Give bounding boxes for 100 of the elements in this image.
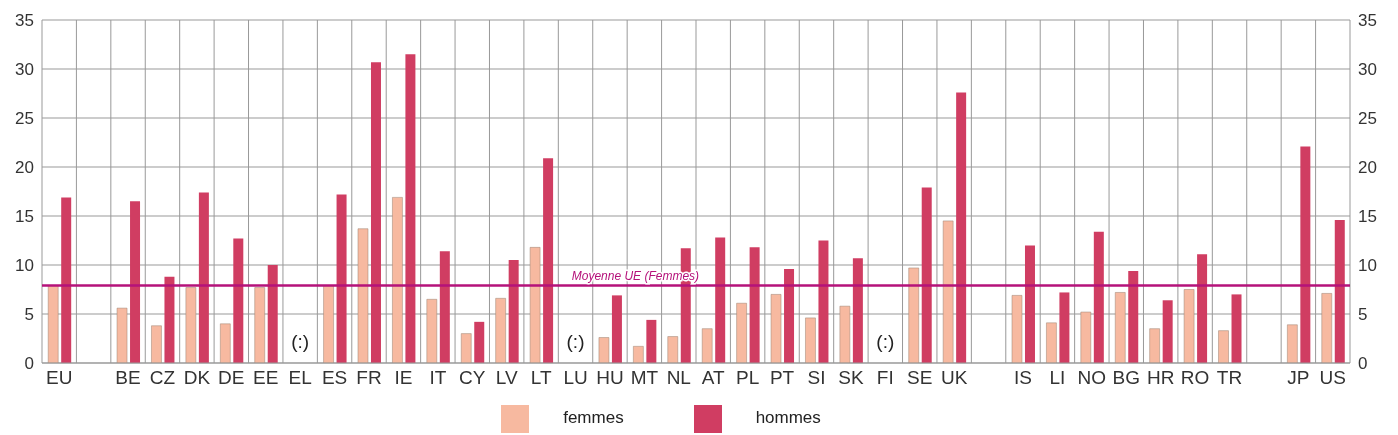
legend-label: hommes xyxy=(755,408,821,428)
bar xyxy=(1093,231,1104,363)
x-tick-label: SE xyxy=(907,367,933,389)
x-tick-label: DE xyxy=(218,367,245,389)
y2-tick-label: 10 xyxy=(1358,256,1377,276)
bar xyxy=(1300,146,1311,363)
x-tick-label: UK xyxy=(940,367,968,389)
x-tick-label: HR xyxy=(1146,367,1175,389)
x-tick-label: LU xyxy=(563,367,588,389)
y-tick-label: 30 xyxy=(15,60,34,80)
x-tick-label: FI xyxy=(876,367,894,389)
x-tick-label: NO xyxy=(1077,367,1107,389)
bar xyxy=(1321,293,1333,363)
y2-tick-label: 5 xyxy=(1358,305,1368,325)
x-tick-label: US xyxy=(1319,367,1346,389)
x-tick-label: SI xyxy=(807,367,826,389)
bar xyxy=(784,268,795,363)
bar xyxy=(1197,254,1208,363)
bar xyxy=(1218,330,1229,363)
bar xyxy=(233,238,244,363)
bar xyxy=(942,220,954,363)
x-tick-label: CZ xyxy=(149,367,176,389)
x-tick-label: SK xyxy=(838,367,864,389)
x-tick-label: PT xyxy=(769,367,795,389)
bar xyxy=(116,307,128,363)
x-tick-label: IE xyxy=(394,367,413,389)
bar xyxy=(770,294,782,363)
bar xyxy=(164,276,175,363)
annotation: (:) xyxy=(291,331,310,353)
bar xyxy=(529,247,541,363)
bar xyxy=(1011,295,1023,363)
bar xyxy=(1231,294,1242,363)
y2-tick-label: 25 xyxy=(1358,109,1377,129)
x-tick-label: BG xyxy=(1112,367,1140,389)
x-tick-label: TR xyxy=(1216,367,1243,389)
y-tick-label: 20 xyxy=(15,158,34,178)
bar xyxy=(130,201,141,363)
y2-tick-label: 30 xyxy=(1358,60,1377,80)
bar xyxy=(461,333,472,363)
bar xyxy=(508,260,519,363)
bar xyxy=(267,265,278,363)
bar xyxy=(1046,322,1057,363)
bar xyxy=(1334,219,1345,363)
x-tick-label: EE xyxy=(253,367,279,389)
bar xyxy=(370,62,381,363)
x-tick-label: NL xyxy=(666,367,691,389)
bar xyxy=(633,346,644,363)
bar xyxy=(1149,328,1160,363)
annotation: (:) xyxy=(876,331,895,353)
annotation: (:) xyxy=(566,331,585,353)
bar xyxy=(818,240,829,363)
bar xyxy=(495,298,506,363)
x-tick-label: ES xyxy=(321,367,348,389)
y-tick-label: 15 xyxy=(15,207,34,227)
bar xyxy=(474,321,485,363)
x-tick-label: LV xyxy=(495,367,518,389)
y2-tick-label: 35 xyxy=(1358,11,1377,31)
y-tick-label: 0 xyxy=(24,354,34,374)
bar xyxy=(357,228,369,363)
bar xyxy=(254,287,265,363)
bar xyxy=(439,251,450,363)
bar xyxy=(667,336,679,363)
bar xyxy=(852,258,863,363)
bar xyxy=(198,192,209,363)
bar xyxy=(908,267,919,363)
x-tick-label: CY xyxy=(459,367,486,389)
y2-tick-label: 0 xyxy=(1358,354,1368,374)
y-tick-label: 10 xyxy=(15,256,34,276)
bar xyxy=(921,187,932,363)
bar xyxy=(426,299,438,363)
bar xyxy=(1115,292,1126,363)
bar xyxy=(185,287,197,363)
x-tick-label: RO xyxy=(1180,367,1210,389)
bar xyxy=(611,295,622,363)
bar xyxy=(1287,324,1298,363)
x-tick-label: JP xyxy=(1287,367,1310,389)
bar xyxy=(405,54,416,363)
bar xyxy=(715,237,726,363)
x-tick-label: BE xyxy=(115,367,141,389)
bar xyxy=(1024,245,1035,363)
y-tick-label: 35 xyxy=(15,11,34,31)
bar xyxy=(956,92,967,363)
bar xyxy=(598,337,610,363)
bar xyxy=(1059,292,1070,363)
bar xyxy=(220,323,231,363)
y-tick-label: 25 xyxy=(15,109,34,129)
x-tick-label: PL xyxy=(736,367,760,389)
bar xyxy=(839,305,851,363)
x-tick-label: LI xyxy=(1049,367,1066,389)
bar xyxy=(1128,270,1139,363)
y2-tick-label: 15 xyxy=(1358,207,1377,227)
bar xyxy=(151,325,162,363)
bar xyxy=(1162,300,1173,363)
y-tick-label: 5 xyxy=(24,305,34,325)
x-tick-label: AT xyxy=(701,367,726,389)
bar xyxy=(1183,289,1195,363)
bar xyxy=(701,328,713,363)
bar xyxy=(749,247,760,363)
x-tick-label: EL xyxy=(288,367,312,389)
bar xyxy=(1080,311,1092,363)
